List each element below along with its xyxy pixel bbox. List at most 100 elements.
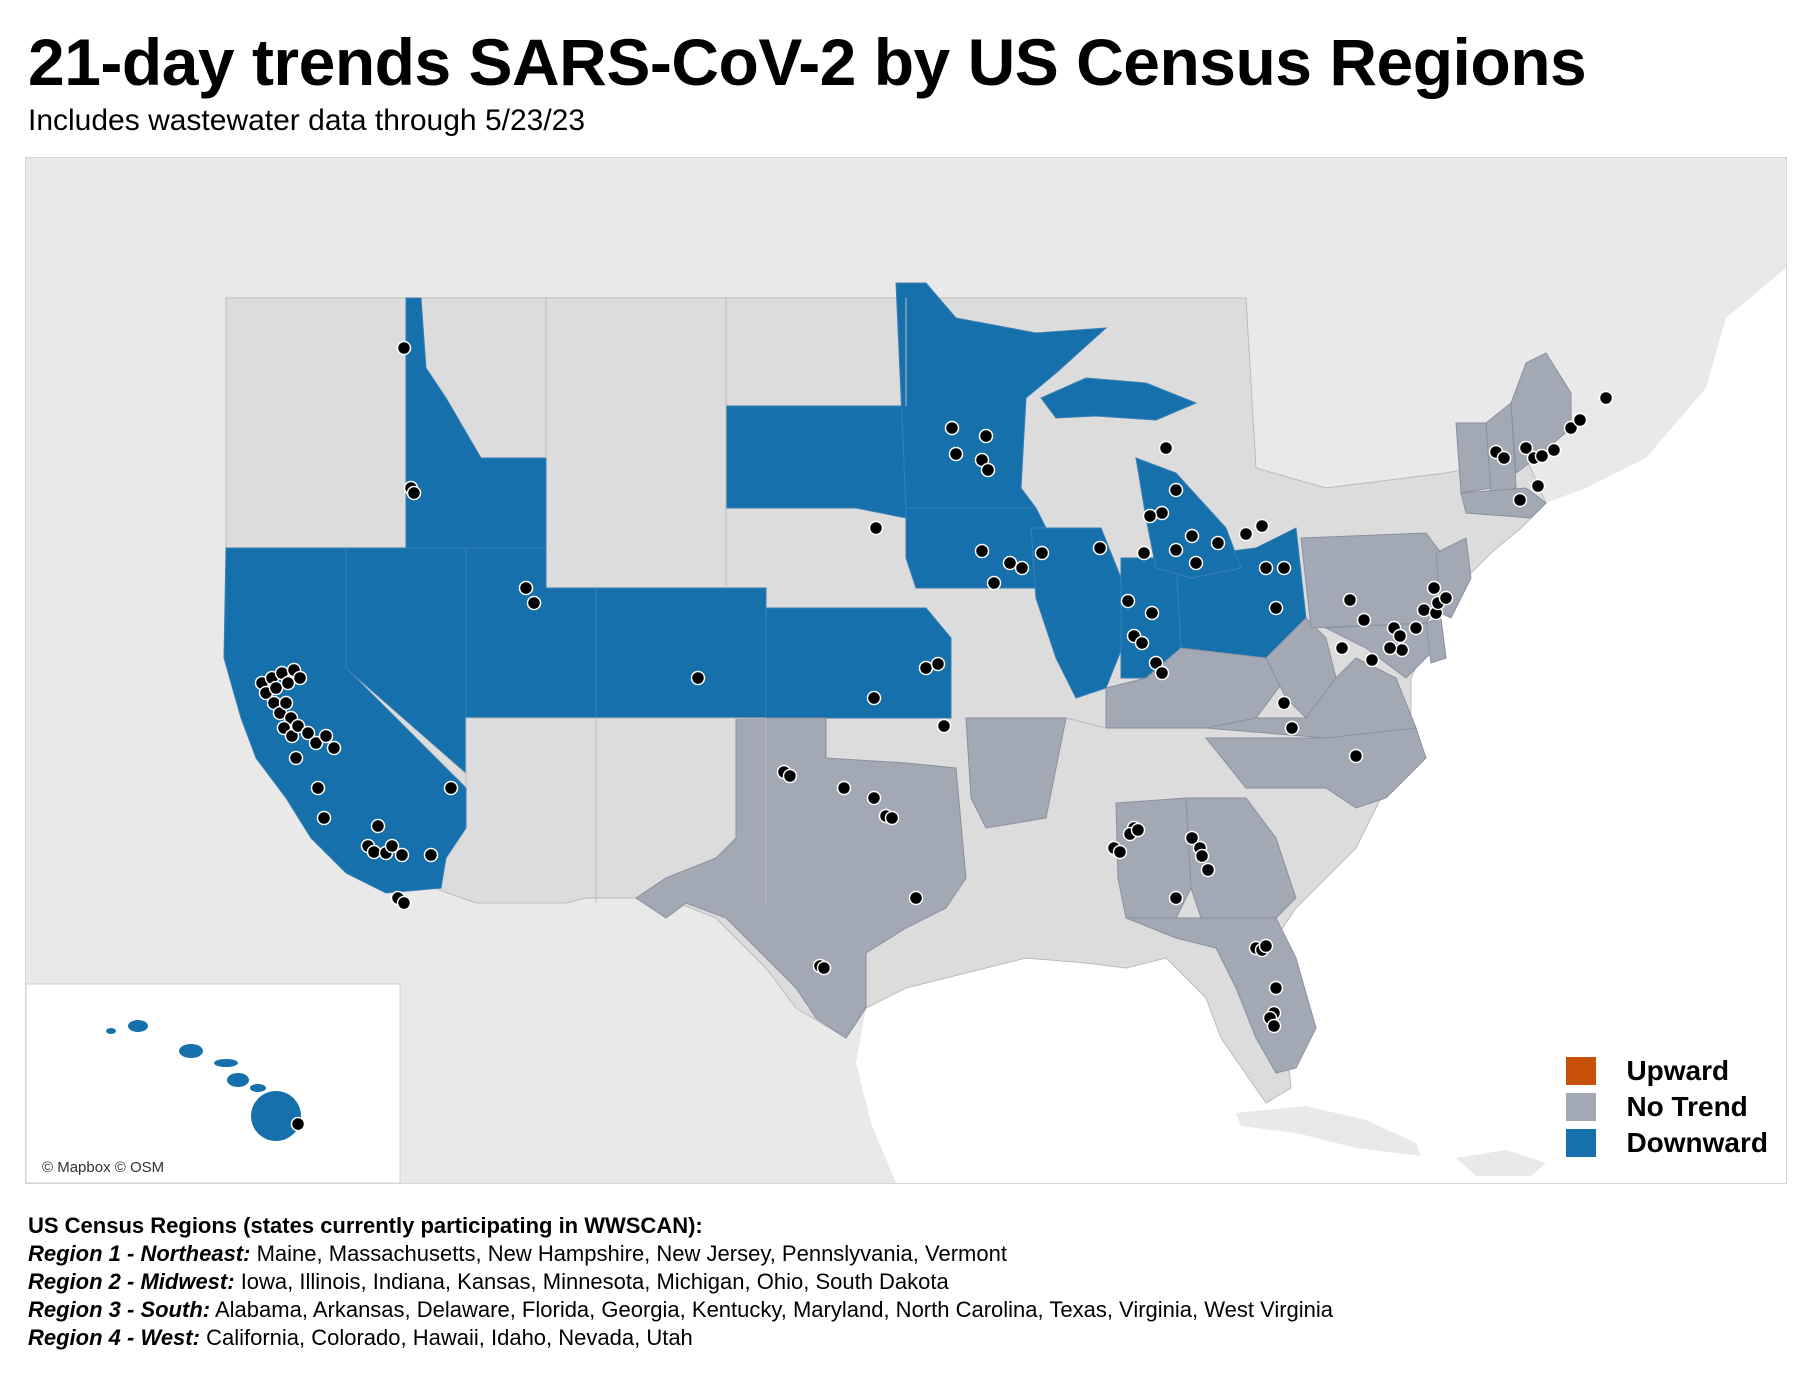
wastewater-site-marker[interactable] <box>300 725 316 741</box>
wastewater-site-marker[interactable] <box>1364 652 1380 668</box>
wastewater-site-marker[interactable] <box>366 844 382 860</box>
wastewater-site-marker[interactable] <box>518 580 534 596</box>
wastewater-site-marker[interactable] <box>396 895 412 911</box>
wastewater-site-marker[interactable] <box>1136 545 1152 561</box>
wastewater-site-marker[interactable] <box>1268 600 1284 616</box>
wastewater-site-marker[interactable] <box>394 847 410 863</box>
wastewater-site-marker[interactable] <box>1258 560 1274 576</box>
wastewater-site-marker[interactable] <box>318 728 334 744</box>
wastewater-site-marker[interactable] <box>370 818 386 834</box>
wastewater-site-marker[interactable] <box>948 446 964 462</box>
wastewater-site-marker[interactable] <box>690 670 706 686</box>
wastewater-site-marker[interactable] <box>930 656 946 672</box>
wastewater-site-marker[interactable] <box>1392 628 1408 644</box>
wastewater-site-marker[interactable] <box>974 543 990 559</box>
wastewater-site-marker[interactable] <box>1284 720 1300 736</box>
wastewater-site-marker[interactable] <box>288 750 304 766</box>
wastewater-site-marker[interactable] <box>1092 540 1108 556</box>
wastewater-site-marker[interactable] <box>1168 482 1184 498</box>
map-panel[interactable]: © Mapbox © OSM Upward No Trend Downward <box>25 157 1787 1184</box>
wastewater-site-marker[interactable] <box>1144 605 1160 621</box>
wastewater-site-marker[interactable] <box>290 1116 306 1132</box>
wastewater-site-marker[interactable] <box>936 718 952 734</box>
wastewater-site-marker[interactable] <box>1112 844 1128 860</box>
wastewater-site-marker[interactable] <box>918 660 934 676</box>
wastewater-site-marker[interactable] <box>290 718 306 734</box>
wastewater-site-marker[interactable] <box>1426 580 1442 596</box>
wastewater-site-marker[interactable] <box>868 520 884 536</box>
wastewater-site-marker[interactable] <box>1130 822 1146 838</box>
wastewater-site-marker[interactable] <box>1546 442 1562 458</box>
wastewater-site-marker[interactable] <box>1438 590 1454 606</box>
wastewater-site-marker[interactable] <box>1184 830 1200 846</box>
wastewater-site-marker[interactable] <box>1268 980 1284 996</box>
wastewater-site-marker[interactable] <box>866 790 882 806</box>
wastewater-site-marker[interactable] <box>1158 440 1174 456</box>
wastewater-site-marker[interactable] <box>326 740 342 756</box>
wastewater-site-marker[interactable] <box>1154 665 1170 681</box>
wastewater-site-marker[interactable] <box>310 780 326 796</box>
wastewater-site-marker[interactable] <box>396 340 412 356</box>
wastewater-site-marker[interactable] <box>1518 440 1534 456</box>
wastewater-site-marker[interactable] <box>1530 478 1546 494</box>
wastewater-site-marker[interactable] <box>816 960 832 976</box>
wastewater-site-marker[interactable] <box>908 890 924 906</box>
wastewater-site-marker[interactable] <box>1394 642 1410 658</box>
wastewater-site-marker[interactable] <box>1154 505 1170 521</box>
wastewater-site-marker[interactable] <box>1572 412 1588 428</box>
wastewater-site-marker[interactable] <box>1334 640 1350 656</box>
wastewater-site-marker[interactable] <box>866 690 882 706</box>
wastewater-site-marker[interactable] <box>443 780 459 796</box>
wastewater-site-marker[interactable] <box>423 847 439 863</box>
wastewater-site-marker[interactable] <box>278 695 294 711</box>
wastewater-site-marker[interactable] <box>406 485 422 501</box>
wastewater-site-marker[interactable] <box>1276 560 1292 576</box>
state-florida <box>1125 917 1317 1074</box>
wastewater-site-marker[interactable] <box>1200 862 1216 878</box>
wastewater-site-marker[interactable] <box>980 462 996 478</box>
wastewater-site-marker[interactable] <box>526 595 542 611</box>
wastewater-site-marker[interactable] <box>1142 508 1158 524</box>
wastewater-site-marker[interactable] <box>836 780 852 796</box>
wastewater-site-marker[interactable] <box>1598 390 1614 406</box>
wastewater-site-marker[interactable] <box>1134 635 1150 651</box>
wastewater-site-marker[interactable] <box>1120 593 1136 609</box>
wastewater-site-marker[interactable] <box>1342 592 1358 608</box>
wastewater-site-marker[interactable] <box>986 575 1002 591</box>
wastewater-site-marker[interactable] <box>1496 450 1512 466</box>
wastewater-site-marker[interactable] <box>280 675 296 691</box>
wastewater-site-marker[interactable] <box>944 420 960 436</box>
wastewater-site-marker[interactable] <box>1188 555 1204 571</box>
wastewater-site-marker[interactable] <box>1534 448 1550 464</box>
page-title: 21-day trends SARS-CoV-2 by US Census Re… <box>28 25 1587 99</box>
page-subtitle: Includes wastewater data through 5/23/23 <box>28 104 586 137</box>
wastewater-site-marker[interactable] <box>1258 938 1274 954</box>
wastewater-site-marker[interactable] <box>1184 528 1200 544</box>
wastewater-site-marker[interactable] <box>1512 492 1528 508</box>
wastewater-site-marker[interactable] <box>1356 612 1372 628</box>
wastewater-site-marker[interactable] <box>1382 640 1398 656</box>
wastewater-site-marker[interactable] <box>1254 518 1270 534</box>
wastewater-site-marker[interactable] <box>1348 748 1364 764</box>
wastewater-site-marker[interactable] <box>1014 560 1030 576</box>
wastewater-site-marker[interactable] <box>1168 890 1184 906</box>
wastewater-site-marker[interactable] <box>782 768 798 784</box>
wastewater-site-marker[interactable] <box>1168 542 1184 558</box>
wastewater-site-marker[interactable] <box>1002 555 1018 571</box>
wastewater-site-marker[interactable] <box>1276 695 1292 711</box>
wastewater-site-marker[interactable] <box>1238 526 1254 542</box>
wastewater-site-marker[interactable] <box>1563 420 1579 436</box>
wastewater-site-marker[interactable] <box>1034 545 1050 561</box>
wastewater-site-marker[interactable] <box>1408 620 1424 636</box>
wastewater-site-marker[interactable] <box>1210 535 1226 551</box>
wastewater-site-marker[interactable] <box>1194 848 1210 864</box>
wastewater-site-marker[interactable] <box>316 810 332 826</box>
wastewater-site-marker[interactable] <box>1266 1018 1282 1034</box>
wastewater-site-marker[interactable] <box>1416 602 1432 618</box>
wastewater-site-marker[interactable] <box>308 735 324 751</box>
wastewater-site-marker[interactable] <box>292 670 308 686</box>
wastewater-site-marker[interactable] <box>268 680 284 696</box>
wastewater-site-marker[interactable] <box>978 428 994 444</box>
wastewater-site-marker[interactable] <box>384 838 400 854</box>
wastewater-site-marker[interactable] <box>884 810 900 826</box>
